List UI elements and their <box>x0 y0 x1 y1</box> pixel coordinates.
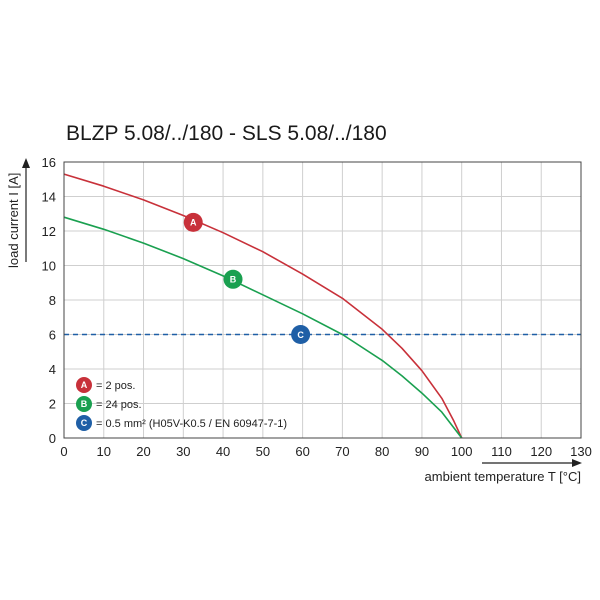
y-tick-label-4: 8 <box>49 293 56 308</box>
y-tick-label-3: 6 <box>49 328 56 343</box>
badge-circle-b <box>223 269 243 289</box>
y-tick-label-0: 0 <box>49 431 56 446</box>
x-tick-label-1: 10 <box>97 444 111 459</box>
legend-badge-letter-a: A <box>81 380 88 390</box>
chart-title: BLZP 5.08/../180 - SLS 5.08/../180 <box>66 122 387 145</box>
legend-text-c: = 0.5 mm² (H05V-K0.5 / EN 60947-7-1) <box>96 418 287 430</box>
x-tick-label-6: 60 <box>295 444 309 459</box>
x-tick-label-13: 130 <box>570 444 592 459</box>
x-tick-label-3: 30 <box>176 444 190 459</box>
curve-badges: A B C <box>183 212 311 344</box>
y-tick-label-2: 4 <box>49 362 56 377</box>
badge-b: B <box>223 269 243 289</box>
series-group <box>63 173 463 439</box>
legend-item-a: A = 2 pos. <box>76 377 135 393</box>
x-tick-label-0: 0 <box>60 444 67 459</box>
x-axis-label: ambient temperature T [°C] <box>425 469 581 484</box>
x-tick-label-9: 90 <box>415 444 429 459</box>
badge-a: A <box>183 212 203 232</box>
y-tick-label-6: 12 <box>42 224 56 239</box>
x-tick-label-5: 50 <box>256 444 270 459</box>
badge-c: C <box>291 325 311 344</box>
y-tick-label-5: 10 <box>42 259 56 274</box>
x-tick-label-4: 40 <box>216 444 230 459</box>
x-tick-label-7: 70 <box>335 444 349 459</box>
legend-badge-letter-b: B <box>81 399 88 409</box>
x-tick-label-12: 120 <box>530 444 552 459</box>
badge-letter-c: C <box>297 330 304 340</box>
legend: A = 2 pos. B = 24 pos. C = 0.5 mm² (H05V-K0.5… <box>76 377 287 431</box>
legend-text-b: = 24 pos. <box>96 399 142 411</box>
y-axis-label: load current I [A] <box>6 173 21 268</box>
badge-circle-a <box>183 212 203 232</box>
y-tick-label-1: 2 <box>49 397 56 412</box>
tick-labels: 0 10 20 30 40 50 60 70 80 90 100 110 120 130 0 2 4 6 8 10 12… <box>42 155 592 459</box>
legend-badge-letter-c: C <box>81 418 88 428</box>
legend-badge-c <box>76 415 92 431</box>
x-tick-label-2: 20 <box>136 444 150 459</box>
y-tick-label-8: 16 <box>42 155 56 170</box>
x-tick-label-11: 110 <box>491 444 512 459</box>
badge-circle-c <box>291 325 311 344</box>
y-tick-label-7: 14 <box>42 190 56 205</box>
legend-item-c: C = 0.5 mm² (H05V-K0.5 / EN 60947-7-1) <box>76 415 287 431</box>
series-line-b <box>63 216 463 439</box>
plot-frame <box>63 161 582 439</box>
legend-item-b: B = 24 pos. <box>76 396 142 412</box>
badge-letter-a: A <box>190 218 197 228</box>
legend-badge-b <box>76 396 92 412</box>
y-axis-arrow-head <box>22 158 30 168</box>
x-tick-label-10: 100 <box>451 444 473 459</box>
x-axis-arrow-head <box>572 459 582 467</box>
legend-text-a: = 2 pos. <box>96 380 135 392</box>
legend-badge-a <box>76 377 92 393</box>
badge-letter-b: B <box>230 275 237 285</box>
x-tick-label-8: 80 <box>375 444 389 459</box>
series-line-a <box>63 173 463 439</box>
grid <box>63 161 582 439</box>
